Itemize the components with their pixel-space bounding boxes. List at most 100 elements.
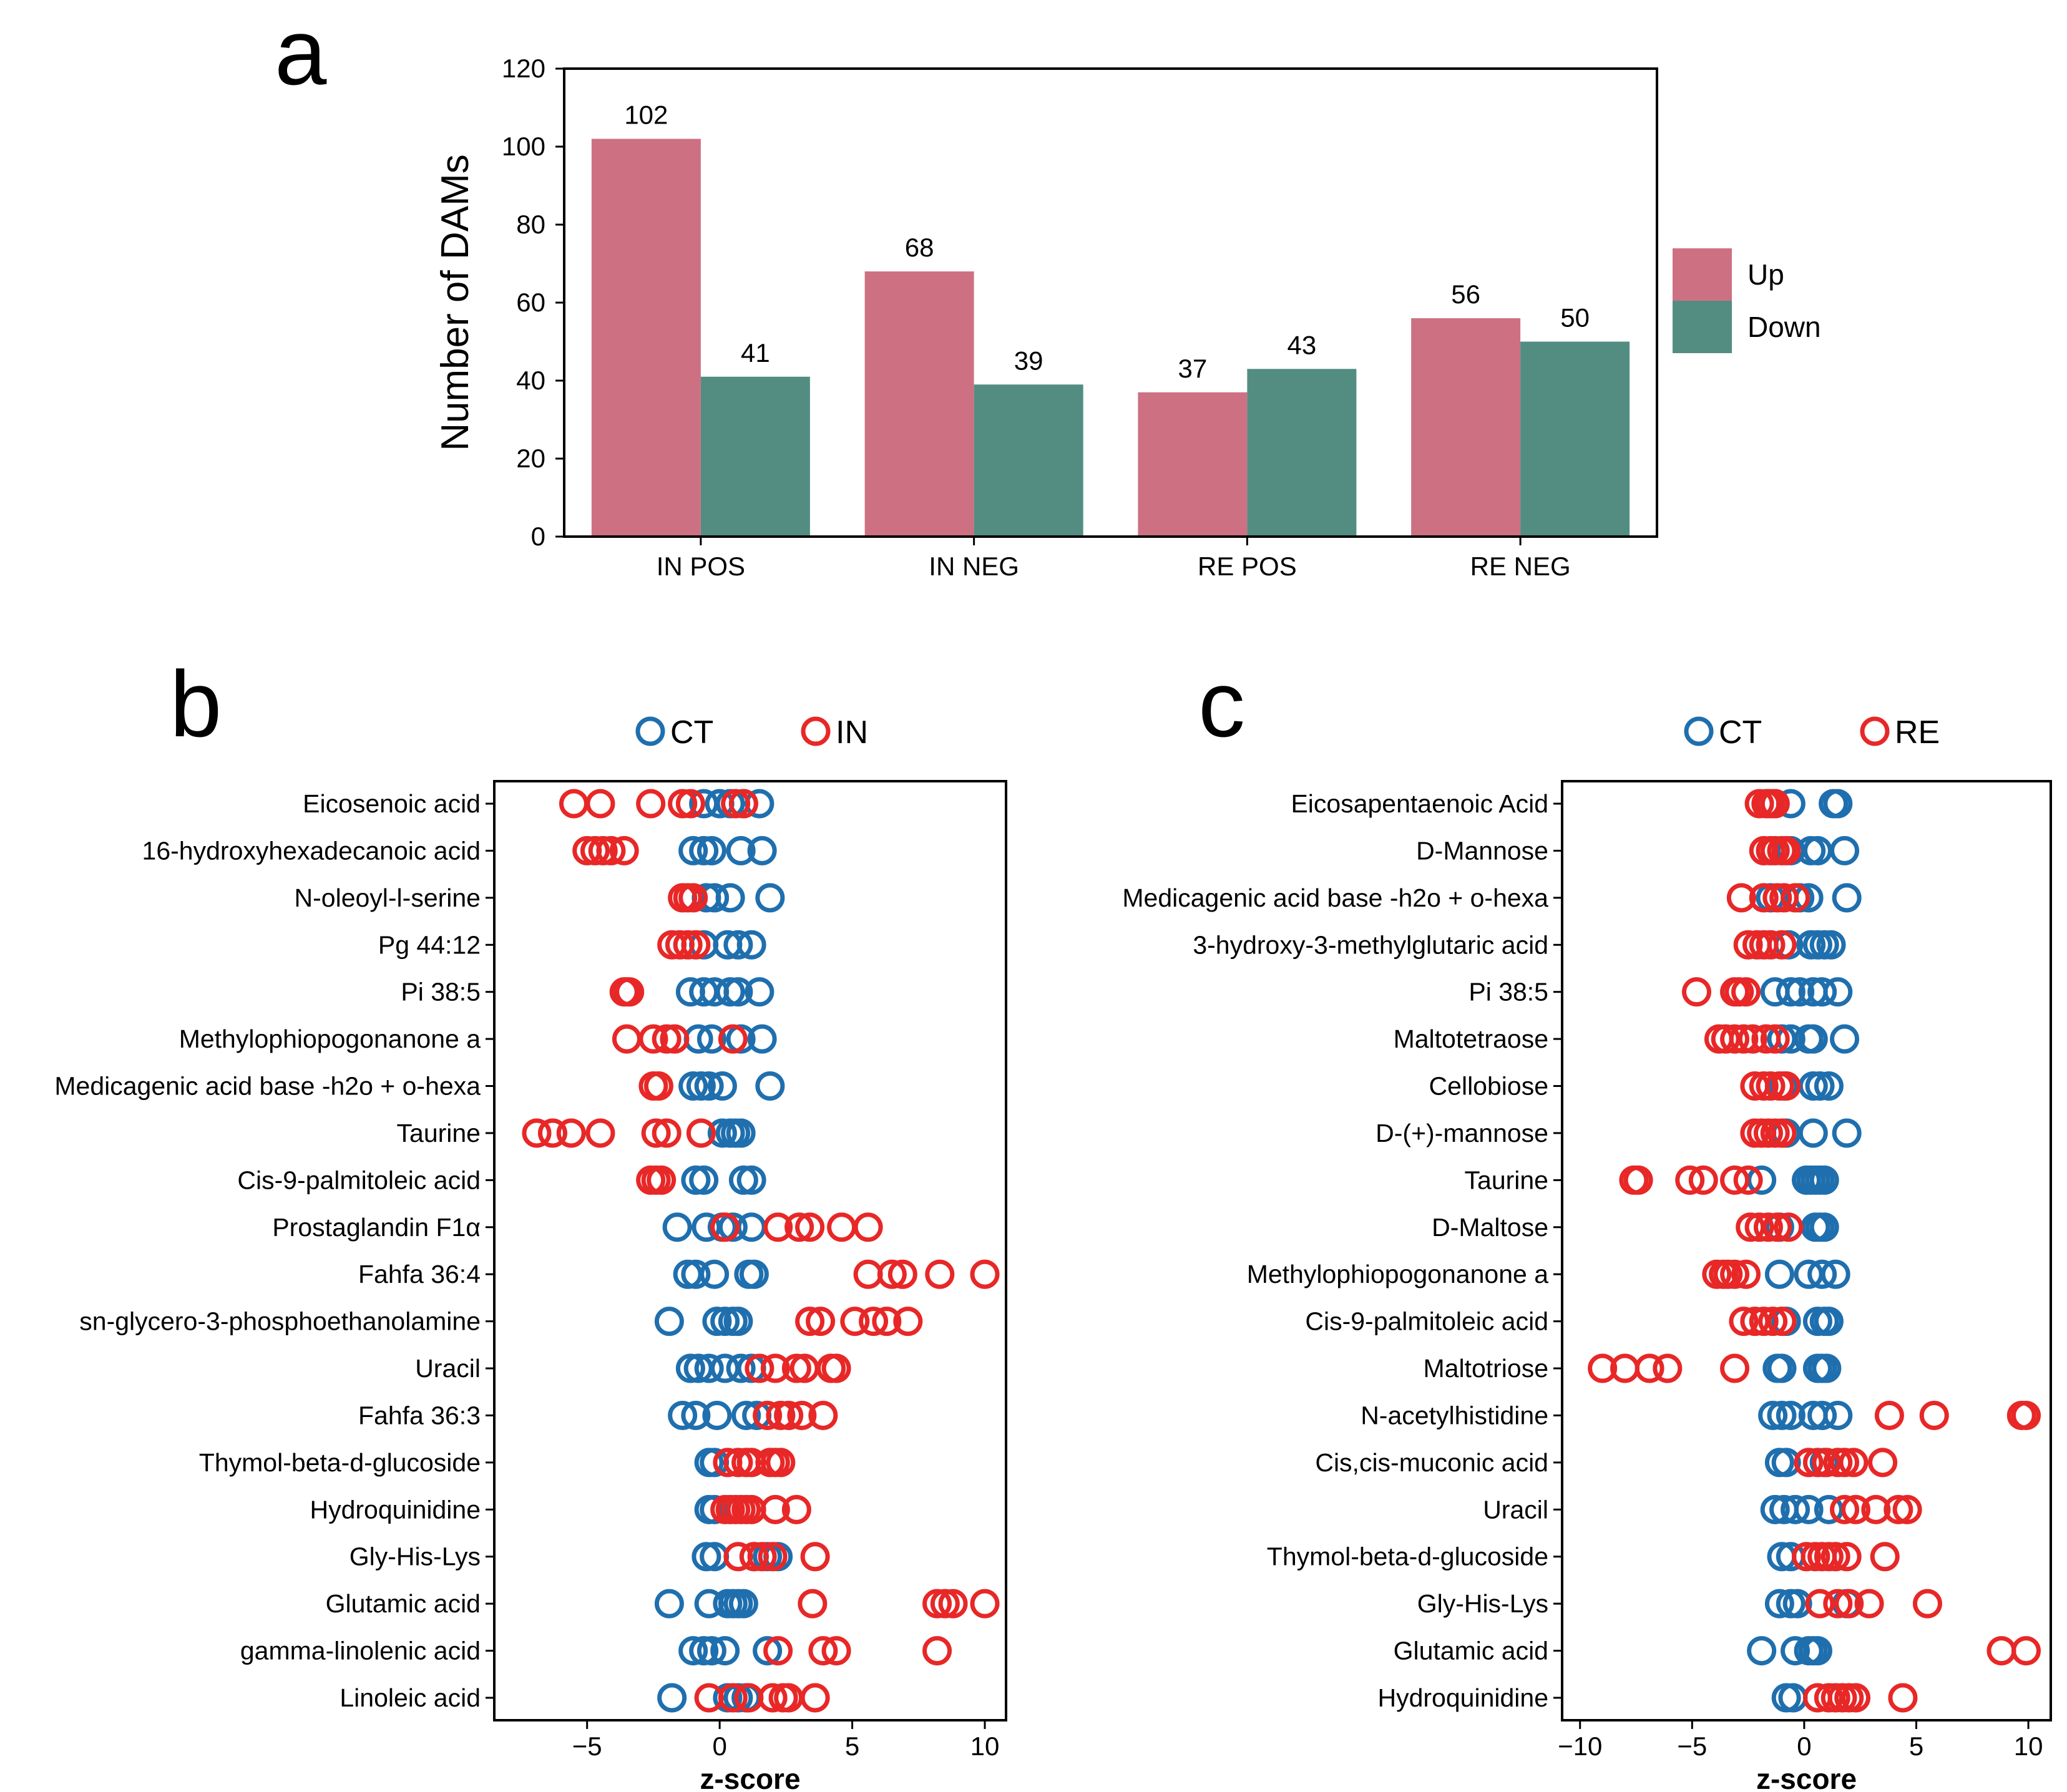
point-ct-fahfa-36-4-1 — [681, 1259, 711, 1289]
x-tick-label-0: 0 — [712, 1731, 726, 1761]
point-in-prostaglandin-f1-0 — [710, 1212, 740, 1242]
point-ct-n-acetylhistidine-2 — [1776, 1400, 1806, 1430]
point-in-n-oleoyl-l-serine-2 — [678, 883, 708, 913]
point-re-thymol-beta-d-glucoside-5 — [1832, 1542, 1862, 1572]
point-ct-glutamic-acid-1 — [1781, 1636, 1810, 1666]
point-re-maltotriose-2 — [1635, 1353, 1664, 1383]
point-in-taurine-6 — [686, 1118, 716, 1148]
point-ct-cis-9-palmitoleic-acid-0 — [681, 1165, 711, 1195]
point-ct-glutamic-acid-4 — [1802, 1636, 1832, 1666]
point-ct-taurine-3 — [726, 1118, 756, 1148]
point-in-glutamic-acid-1 — [922, 1589, 952, 1619]
legend-marker-ct — [1684, 716, 1714, 746]
x-tick-label--10: −10 — [1558, 1731, 1602, 1761]
legend-label-re: RE — [1895, 714, 1940, 751]
point-ct-cis-9-palmitoleic-acid-3 — [736, 1165, 766, 1195]
point-in-prostaglandin-f1-3 — [795, 1212, 825, 1242]
point-re-n-acetylhistidine-1 — [1919, 1400, 1949, 1430]
row-label-thymol-beta-d-glucoside: Thymol-beta-d-glucoside — [199, 1448, 481, 1477]
point-re-uracil-1 — [1841, 1494, 1871, 1524]
point-re-3-hydroxy-3-methylglutaric-acid-4 — [1767, 930, 1797, 960]
point-ct-medicagenic-acid-base-h2o-o-hexa-0 — [678, 1071, 708, 1101]
row-label-d-maltose: D-Maltose — [1432, 1213, 1548, 1242]
point-in-taurine-3 — [585, 1118, 615, 1148]
point-in-hydroquinidine-7 — [781, 1494, 811, 1524]
point-re-taurine-3 — [1688, 1165, 1718, 1195]
point-ct-prostaglandin-f1-0 — [662, 1212, 692, 1242]
point-ct-pi-38-5-4 — [723, 977, 753, 1007]
point-ct-16-hydroxyhexadecanoic-acid-3 — [726, 835, 756, 865]
panel-c-letter: c — [1198, 651, 1245, 756]
row-label-taurine: Taurine — [397, 1119, 481, 1147]
row-label-pi-38-5: Pi 38:5 — [1468, 978, 1548, 1006]
legend-label-ct: CT — [670, 714, 713, 751]
point-re-gly-his-lys-4 — [1912, 1589, 1942, 1619]
row-label-pi-38-5: Pi 38:5 — [401, 978, 481, 1006]
point-re-cellobiose-2 — [1756, 1071, 1786, 1101]
point-ct-pi-38-5-1 — [1776, 977, 1806, 1007]
point-re-uracil-2 — [1861, 1494, 1891, 1524]
point-ct-gly-his-lys-2 — [1782, 1589, 1812, 1619]
row-label-gly-his-lys: Gly-His-Lys — [349, 1542, 481, 1571]
point-in-taurine-5 — [652, 1118, 682, 1148]
point-in-fahfa-36-3-3 — [787, 1400, 817, 1430]
x-tick-label-re-pos: RE POS — [1198, 552, 1297, 581]
point-in-glutamic-acid-4 — [970, 1589, 1000, 1619]
row-label-cellobiose: Cellobiose — [1429, 1072, 1548, 1101]
row-label-prostaglandin-f1: Prostaglandin F1α — [272, 1213, 481, 1242]
bar-value-label-up-re-neg: 56 — [1451, 280, 1480, 309]
point-ct-n-acetylhistidine-5 — [1823, 1400, 1853, 1430]
y-tick-label-80: 80 — [516, 210, 545, 239]
point-ct-sn-glycero-3-phosphoethanolamine-4 — [723, 1307, 753, 1337]
point-in-methylophiopogonanone-a-2 — [652, 1024, 682, 1054]
row-label-maltotetraose: Maltotetraose — [1394, 1025, 1548, 1053]
row-label-hydroquinidine: Hydroquinidine — [1377, 1683, 1548, 1712]
point-in-fahfa-36-3-1 — [766, 1400, 796, 1430]
y-tick-label-40: 40 — [516, 366, 545, 395]
point-ct-n-oleoyl-l-serine-2 — [715, 883, 745, 913]
point-re-taurine-4 — [1720, 1165, 1750, 1195]
point-ct-cis-9-palmitoleic-acid-3 — [1814, 1307, 1844, 1337]
point-ct-sn-glycero-3-phosphoethanolamine-0 — [654, 1307, 684, 1337]
point-in-eicosenoic-acid-4 — [675, 789, 705, 819]
y-tick-label-20: 20 — [516, 444, 545, 473]
point-in-gly-his-lys-2 — [747, 1542, 777, 1572]
point-in-methylophiopogonanone-a-0 — [612, 1024, 642, 1054]
point-re-maltotetraose-3 — [1729, 1024, 1759, 1054]
point-ct-3-hydroxy-3-methylglutaric-acid-4 — [1816, 930, 1846, 960]
point-in-eicosenoic-acid-3 — [668, 789, 698, 819]
point-in-methylophiopogonanone-a-4 — [718, 1024, 748, 1054]
y-tick-label-0: 0 — [531, 522, 545, 551]
x-tick-label-0: 0 — [1797, 1731, 1811, 1761]
point-ct-medicagenic-acid-base-h2o-o-hexa-2 — [694, 1071, 724, 1101]
point-ct-prostaglandin-f1-3 — [718, 1212, 748, 1242]
point-ct-glutamic-acid-0 — [1747, 1636, 1777, 1666]
point-ct-eicosapentaenoic-acid-4 — [1823, 789, 1853, 819]
point-in-pg-44-12-2 — [673, 930, 703, 960]
point-in-hydroquinidine-6 — [760, 1494, 790, 1524]
point-re-medicagenic-acid-base-h2o-o-hexa-0 — [1726, 883, 1756, 913]
bar-down-in-neg — [974, 384, 1083, 537]
point-ct-pi-38-5-3 — [715, 977, 745, 1007]
point-in-16-hydroxyhexadecanoic-acid-4 — [609, 835, 639, 865]
row-label-cis-9-palmitoleic-acid: Cis-9-palmitoleic acid — [1305, 1307, 1548, 1336]
x-tick-label-10: 10 — [970, 1731, 1000, 1761]
legend-swatch-down — [1673, 301, 1732, 353]
point-re-d-maltose-1 — [1744, 1212, 1774, 1242]
legend-marker-re — [1860, 716, 1890, 746]
point-ct-uracil-4 — [726, 1353, 756, 1383]
point-in-prostaglandin-f1-4 — [827, 1212, 857, 1242]
point-in-thymol-beta-d-glucoside-6 — [766, 1448, 796, 1478]
row-label-fahfa-36-4: Fahfa 36:4 — [358, 1260, 481, 1288]
point-in-fahfa-36-4-4 — [970, 1259, 1000, 1289]
point-re-taurine-1 — [1623, 1165, 1653, 1195]
panel-c-dot-plot: Eicosapentaenoic Acid D-Mannose Medicageni… — [1122, 714, 2052, 1792]
point-in-pg-44-12-3 — [681, 930, 711, 960]
point-ct-pi-38-5-5 — [1823, 977, 1853, 1007]
point-in-gly-his-lys-4 — [800, 1542, 830, 1572]
row-label-taurine: Taurine — [1465, 1166, 1548, 1194]
point-in-prostaglandin-f1-2 — [784, 1212, 814, 1242]
point-re-medicagenic-acid-base-h2o-o-hexa-1 — [1749, 883, 1779, 913]
point-ct-medicagenic-acid-base-h2o-o-hexa-1 — [686, 1071, 716, 1101]
row-label-glutamic-acid: Glutamic acid — [326, 1589, 481, 1618]
